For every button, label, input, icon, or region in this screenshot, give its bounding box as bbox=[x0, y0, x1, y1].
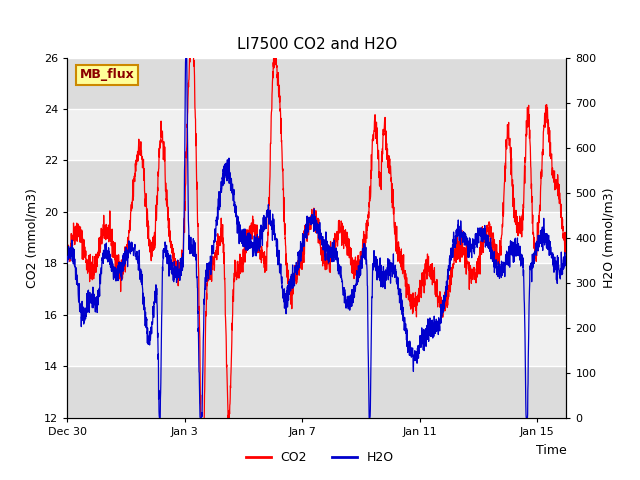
Bar bbox=[67, 315, 566, 366]
Text: Time: Time bbox=[536, 444, 566, 457]
Text: MB_flux: MB_flux bbox=[80, 68, 134, 82]
Bar bbox=[67, 212, 566, 264]
Bar bbox=[67, 58, 566, 109]
Bar bbox=[67, 264, 566, 315]
Y-axis label: CO2 (mmol/m3): CO2 (mmol/m3) bbox=[26, 188, 38, 288]
Bar bbox=[67, 366, 566, 418]
Bar bbox=[67, 109, 566, 160]
Y-axis label: H2O (mmol/m3): H2O (mmol/m3) bbox=[602, 187, 615, 288]
Legend: CO2, H2O: CO2, H2O bbox=[241, 446, 399, 469]
Title: LI7500 CO2 and H2O: LI7500 CO2 and H2O bbox=[237, 37, 397, 52]
Bar bbox=[67, 160, 566, 212]
